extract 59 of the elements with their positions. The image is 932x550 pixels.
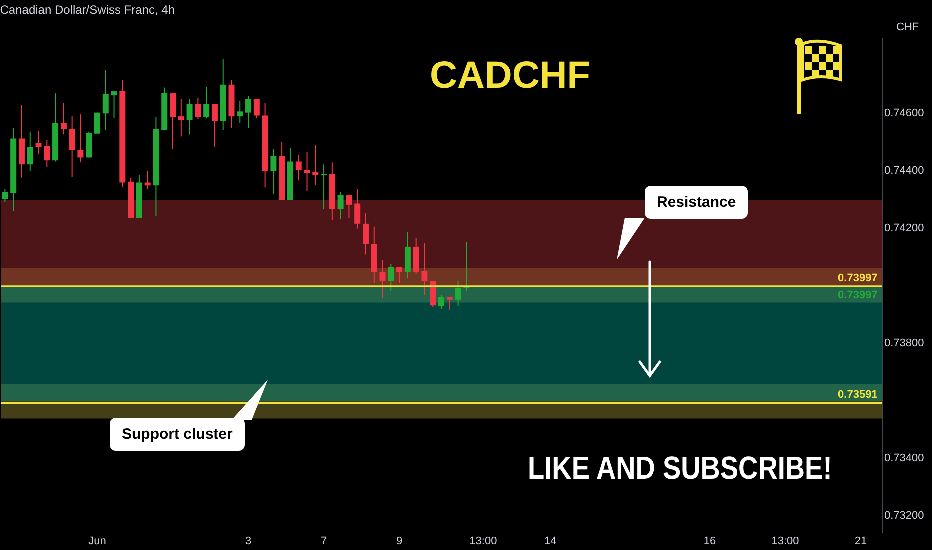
- candlestick: [78, 114, 84, 164]
- candlestick: [446, 296, 453, 311]
- annotation: 0.73997: [838, 289, 878, 302]
- candlestick: [60, 102, 67, 136]
- candlestick: [354, 188, 361, 230]
- candlestick: [270, 148, 277, 195]
- candlestick: [186, 98, 193, 136]
- candlestick: [321, 164, 328, 210]
- candlestick: [362, 213, 369, 256]
- candlestick: [195, 98, 202, 120]
- candlestick: [455, 280, 462, 308]
- candlestick: [111, 91, 118, 120]
- candlestick: [237, 100, 244, 124]
- y-tick-label: 0.74200: [884, 222, 924, 234]
- y-tick-label: 0.74400: [884, 164, 924, 177]
- candlestick: [246, 96, 252, 129]
- candlestick: [170, 93, 176, 150]
- candlestick: [27, 131, 34, 172]
- x-tick-label: 9: [396, 536, 403, 548]
- y-tick-label: 0.73200: [884, 510, 924, 522]
- candlestick: [438, 294, 444, 310]
- x-tick-label: 14: [544, 536, 557, 548]
- candlestick: [212, 104, 218, 148]
- y-axis-title: CHF: [896, 22, 920, 34]
- candlestick: [346, 194, 352, 219]
- annotation: LIKE AND SUBSCRIBE!: [528, 450, 832, 487]
- y-tick-label: 0.73400: [884, 452, 924, 465]
- chart-title: Canadian Dollar/Swiss Franc, 4h: [0, 3, 175, 17]
- candlestick: [204, 86, 210, 120]
- annotation: CADCHF: [430, 55, 590, 98]
- x-tick-label: 16: [704, 536, 716, 548]
- candlestick: [36, 130, 42, 154]
- candlestick: [69, 116, 76, 178]
- candlestick: [254, 98, 260, 120]
- candlestick: [312, 144, 319, 186]
- candlestick: [380, 260, 386, 298]
- annotation: Support cluster: [110, 418, 245, 451]
- candlestick: [296, 154, 302, 182]
- ref-line-label: 0.73997: [838, 272, 878, 284]
- y-tick-label: 0.73800: [884, 338, 924, 350]
- x-tick-label: 7: [320, 536, 328, 548]
- candlestick: [178, 98, 184, 138]
- x-tick-label: 13:00: [470, 536, 498, 548]
- x-tick-label: 3: [245, 536, 252, 548]
- candlestick: [388, 264, 394, 292]
- ref-line-label: 0.73591: [838, 389, 878, 402]
- annotation: Resistance: [645, 186, 748, 219]
- candlestick: [396, 266, 403, 284]
- candlestick: [422, 242, 428, 296]
- candlestick: [338, 192, 344, 220]
- candlestick: [94, 112, 100, 134]
- x-tick-label: 13:00: [772, 536, 800, 548]
- x-tick-label: 21: [854, 536, 868, 548]
- candlestick: [44, 140, 50, 168]
- y-tick-label: 0.74600: [884, 107, 924, 120]
- candlestick: [2, 188, 8, 203]
- candlestick: [102, 70, 109, 131]
- x-tick-label: Jun: [88, 536, 106, 548]
- candlestick: [304, 151, 310, 192]
